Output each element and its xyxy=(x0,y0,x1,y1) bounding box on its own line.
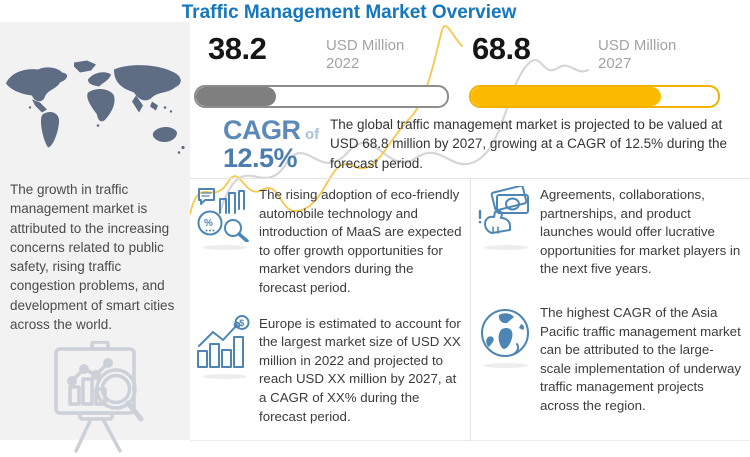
bullet-item: $ Europe is estimated to account for the… xyxy=(190,308,470,427)
bullet-text: Agreements, collaborations, partnerships… xyxy=(540,187,741,277)
page-title: Traffic Management Market Overview xyxy=(181,2,517,23)
cagr-label: CAGR xyxy=(223,115,301,145)
bullet-grid: % The rising adoption of eco-friendly au… xyxy=(190,178,750,441)
svg-text:$: $ xyxy=(239,318,244,328)
icon-wrap: $ xyxy=(196,314,254,427)
bullet-column-right: Agreements, collaborations, partnerships… xyxy=(470,179,750,441)
stat-2022-unit: USD Million 2022 xyxy=(326,37,405,72)
progress-bar-2027 xyxy=(469,85,720,108)
icon-wrap: % xyxy=(196,186,254,298)
bullet-text: The highest CAGR of the Asia Pacific tra… xyxy=(540,305,742,414)
icon-shadow xyxy=(484,363,528,369)
sidebar-description: The growth in traffic management market … xyxy=(10,182,175,333)
bullet-item: The highest CAGR of the Asia Pacific tra… xyxy=(471,297,750,416)
icon-wrap xyxy=(477,304,535,416)
progress-fill-2027 xyxy=(471,87,662,106)
stat-2022-value: 38.2 xyxy=(208,31,267,66)
cagr-value: 12.5% xyxy=(223,143,298,174)
bullet-text: The rising adoption of eco-friendly auto… xyxy=(259,187,462,296)
market-research-magnifier-icon: % xyxy=(197,188,249,242)
left-sidebar: The growth in traffic management market … xyxy=(0,22,190,453)
progress-fill-2022 xyxy=(196,87,277,106)
svg-text:%: % xyxy=(204,218,213,229)
stat-2027-unit: USD Million 2027 xyxy=(598,37,677,72)
icon-wrap xyxy=(477,186,535,279)
cagr-description: The global traffic management market is … xyxy=(330,117,727,171)
cagr-block: CAGR of 12.5% xyxy=(223,116,319,173)
bullet-text: Europe is estimated to account for the l… xyxy=(259,315,461,424)
main-panel: 38.2 USD Million 2022 68.8 USD Million 2… xyxy=(190,22,750,441)
hand-money-icon xyxy=(478,186,529,234)
bullet-column-left: % The rising adoption of eco-friendly au… xyxy=(190,179,470,441)
world-map-icon xyxy=(6,60,185,154)
presentation-chart-icon xyxy=(54,341,144,453)
growth-bar-chart-dollar-icon: $ xyxy=(197,314,250,368)
globe-icon xyxy=(481,309,529,358)
cagr-connector: of xyxy=(304,126,320,143)
bullet-item: Agreements, collaborations, partnerships… xyxy=(471,179,750,279)
stat-2027-value: 68.8 xyxy=(472,31,531,66)
progress-bar-2022 xyxy=(194,85,449,108)
icon-shadow xyxy=(203,373,247,379)
icon-shadow xyxy=(484,245,528,250)
icon-shadow xyxy=(203,245,247,250)
bullet-item: % The rising adoption of eco-friendly au… xyxy=(190,179,470,298)
